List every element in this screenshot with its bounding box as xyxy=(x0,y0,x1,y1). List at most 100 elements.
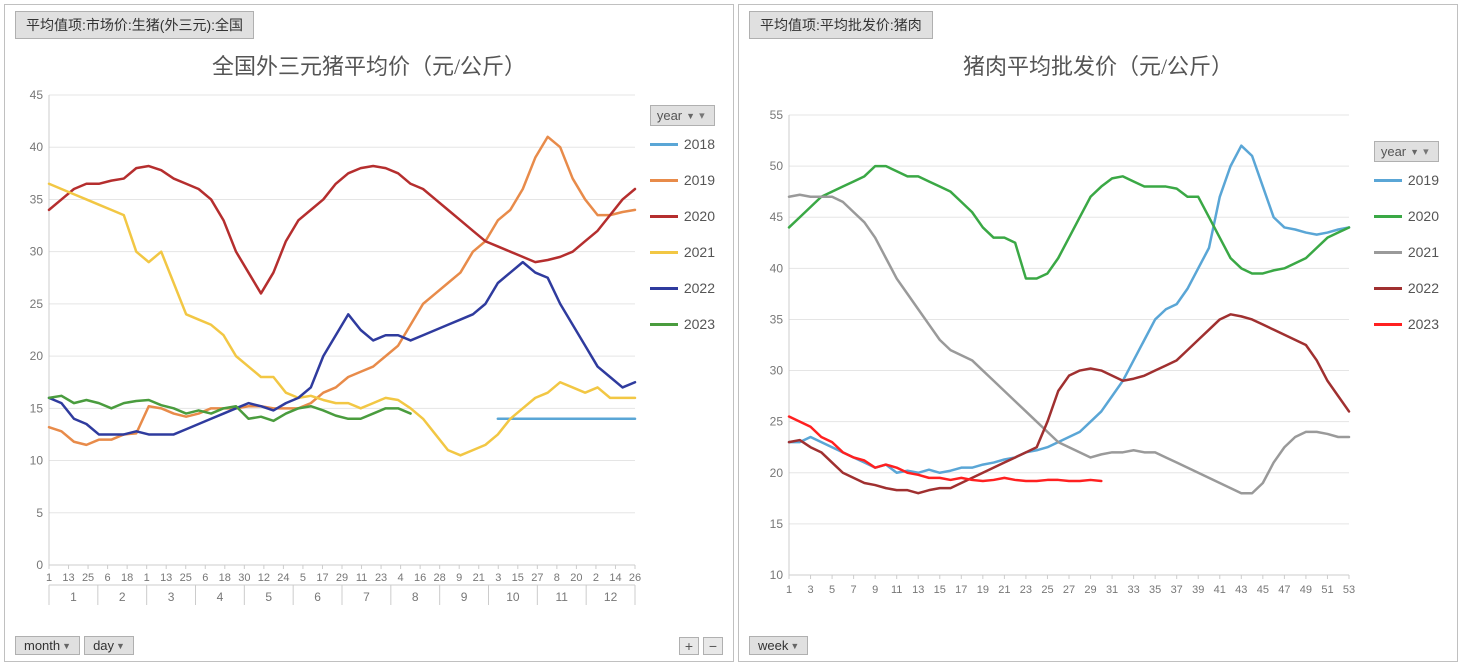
svg-text:30: 30 xyxy=(238,572,250,584)
chart-title-left: 全国外三元猪平均价（元/公斤） xyxy=(5,49,733,81)
svg-text:17: 17 xyxy=(955,584,967,596)
legend-label: 2022 xyxy=(1408,280,1439,296)
axis-field-week-button[interactable]: week ▼ xyxy=(749,636,808,655)
svg-text:39: 39 xyxy=(1192,584,1204,596)
legend-item[interactable]: 2022 xyxy=(650,280,715,296)
svg-text:0: 0 xyxy=(36,558,43,572)
chevron-down-icon: ▼ xyxy=(116,641,125,651)
legend-item[interactable]: 2021 xyxy=(1374,244,1439,260)
svg-text:50: 50 xyxy=(770,159,784,173)
svg-text:4: 4 xyxy=(217,590,224,604)
legend-left: year ▼ ▾ 2018 2019 2020 2021 2022 2023 xyxy=(650,105,715,352)
svg-text:17: 17 xyxy=(316,572,328,584)
svg-text:33: 33 xyxy=(1127,584,1139,596)
svg-text:51: 51 xyxy=(1321,584,1333,596)
svg-text:9: 9 xyxy=(461,590,468,604)
legend-swatch xyxy=(650,251,678,254)
pivot-field-button-right[interactable]: 平均值项:平均批发价:猪肉 xyxy=(749,11,933,39)
svg-text:3: 3 xyxy=(168,590,175,604)
legend-item[interactable]: 2023 xyxy=(1374,316,1439,332)
legend-swatch xyxy=(650,323,678,326)
svg-text:25: 25 xyxy=(770,415,784,429)
svg-text:30: 30 xyxy=(770,364,784,378)
svg-text:55: 55 xyxy=(770,108,784,122)
legend-swatch xyxy=(650,287,678,290)
svg-text:14: 14 xyxy=(609,572,621,584)
svg-text:15: 15 xyxy=(770,517,784,531)
svg-text:29: 29 xyxy=(1084,584,1096,596)
chevron-down-icon: ▼ xyxy=(1410,147,1419,157)
legend-item[interactable]: 2020 xyxy=(650,208,715,224)
chevron-down-icon: ▼ xyxy=(686,111,695,121)
legend-label: 2018 xyxy=(684,136,715,152)
svg-text:30: 30 xyxy=(30,245,44,259)
collapse-button[interactable]: − xyxy=(703,637,723,655)
plot-area-right: 1015202530354045505513579111315171921232… xyxy=(749,85,1447,651)
legend-swatch xyxy=(650,215,678,218)
legend-item[interactable]: 2020 xyxy=(1374,208,1439,224)
svg-text:12: 12 xyxy=(258,572,270,584)
svg-text:53: 53 xyxy=(1343,584,1355,596)
svg-text:15: 15 xyxy=(512,572,524,584)
legend-label: 2023 xyxy=(684,316,715,332)
svg-text:8: 8 xyxy=(554,572,560,584)
chevron-down-icon: ▼ xyxy=(790,641,799,651)
svg-text:28: 28 xyxy=(434,572,446,584)
legend-swatch xyxy=(1374,179,1402,182)
svg-text:7: 7 xyxy=(851,584,857,596)
svg-text:23: 23 xyxy=(1020,584,1032,596)
legend-swatch xyxy=(1374,287,1402,290)
zoom-controls-left: + − xyxy=(679,637,723,655)
axis-field-day-button[interactable]: day ▼ xyxy=(84,636,134,655)
legend-item[interactable]: 2019 xyxy=(1374,172,1439,188)
svg-text:35: 35 xyxy=(1149,584,1161,596)
legend-filter-right[interactable]: year ▼ ▾ xyxy=(1374,141,1439,162)
svg-text:2: 2 xyxy=(593,572,599,584)
svg-text:1: 1 xyxy=(46,572,52,584)
legend-swatch xyxy=(1374,251,1402,254)
legend-label: 2020 xyxy=(684,208,715,224)
svg-text:13: 13 xyxy=(912,584,924,596)
svg-text:45: 45 xyxy=(30,88,44,102)
legend-swatch xyxy=(650,179,678,182)
svg-text:15: 15 xyxy=(934,584,946,596)
svg-text:25: 25 xyxy=(1041,584,1053,596)
legend-swatch xyxy=(1374,323,1402,326)
svg-text:21: 21 xyxy=(998,584,1010,596)
svg-text:6: 6 xyxy=(105,572,111,584)
pivot-field-button-left[interactable]: 平均值项:市场价:生猪(外三元):全国 xyxy=(15,11,254,39)
legend-swatch xyxy=(650,143,678,146)
svg-text:29: 29 xyxy=(336,572,348,584)
svg-text:5: 5 xyxy=(829,584,835,596)
svg-text:13: 13 xyxy=(62,572,74,584)
chevron-down-icon: ▼ xyxy=(62,641,71,651)
filter-icon: ▾ xyxy=(699,109,705,122)
bottom-controls-left: month ▼ day ▼ xyxy=(15,636,134,655)
axis-field-month-button[interactable]: month ▼ xyxy=(15,636,80,655)
legend-filter-left[interactable]: year ▼ ▾ xyxy=(650,105,715,126)
svg-text:6: 6 xyxy=(202,572,208,584)
svg-text:18: 18 xyxy=(121,572,133,584)
legend-item[interactable]: 2021 xyxy=(650,244,715,260)
svg-text:15: 15 xyxy=(30,401,44,415)
svg-text:25: 25 xyxy=(30,297,44,311)
svg-text:9: 9 xyxy=(456,572,462,584)
expand-button[interactable]: + xyxy=(679,637,699,655)
svg-text:11: 11 xyxy=(891,584,902,596)
svg-text:20: 20 xyxy=(570,572,582,584)
legend-label: 2023 xyxy=(1408,316,1439,332)
legend-item[interactable]: 2023 xyxy=(650,316,715,332)
svg-text:8: 8 xyxy=(412,590,419,604)
legend-item[interactable]: 2022 xyxy=(1374,280,1439,296)
legend-item[interactable]: 2018 xyxy=(650,136,715,152)
svg-text:47: 47 xyxy=(1278,584,1290,596)
svg-text:20: 20 xyxy=(30,349,44,363)
svg-text:4: 4 xyxy=(398,572,404,584)
svg-text:43: 43 xyxy=(1235,584,1247,596)
legend-item[interactable]: 2019 xyxy=(650,172,715,188)
svg-text:40: 40 xyxy=(770,261,784,275)
svg-text:16: 16 xyxy=(414,572,426,584)
svg-text:26: 26 xyxy=(629,572,641,584)
svg-text:1: 1 xyxy=(144,572,150,584)
svg-text:1: 1 xyxy=(70,590,77,604)
